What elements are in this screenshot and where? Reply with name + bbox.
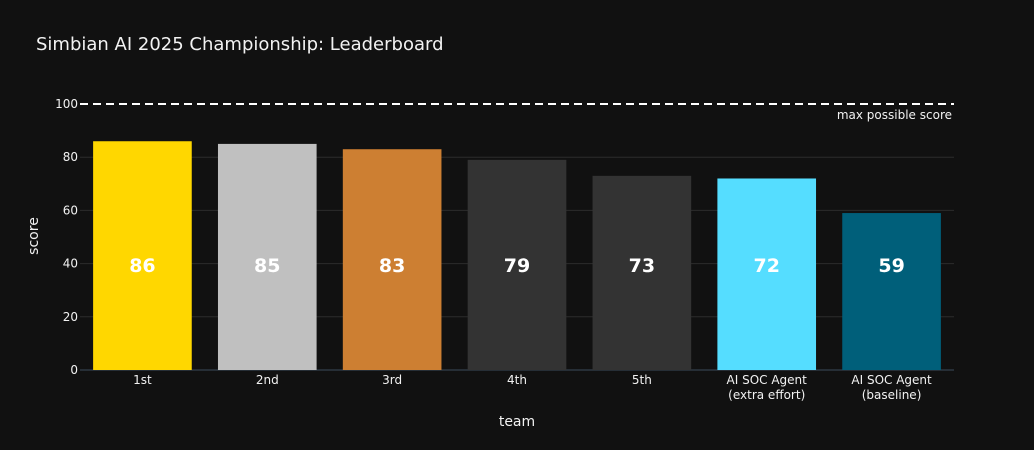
x-tick-label: 1st [133, 373, 152, 387]
y-tick-label: 80 [63, 150, 78, 164]
bar-value-label: 73 [629, 255, 655, 277]
bar [717, 178, 817, 370]
x-tick-label: AI SOC Agent [727, 373, 808, 387]
x-tick-label: 2nd [256, 373, 279, 387]
x-tick-label: 5th [632, 373, 652, 387]
x-tick-label: (extra effort) [728, 388, 805, 402]
y-tick-label: 100 [55, 97, 78, 111]
x-tick-label: AI SOC Agent [851, 373, 932, 387]
bar-value-label: 59 [878, 255, 904, 277]
x-tick-label: 4th [507, 373, 527, 387]
bar [217, 143, 317, 370]
y-tick-label: 20 [63, 310, 78, 324]
bar-value-label: 85 [254, 255, 280, 277]
bar-value-label: 86 [129, 255, 155, 277]
x-axis-title: team [499, 414, 535, 430]
bar-value-label: 79 [504, 255, 530, 277]
bar-value-label: 83 [379, 255, 405, 277]
x-axis-ticks: 1st 2nd 3rd 4th 5th AI SOC Agent(extra effort… [133, 373, 932, 402]
y-tick-label: 60 [63, 203, 78, 217]
max-score-annotation: max possible score [837, 108, 952, 122]
bar-value-labels: 86 85 83 79 73 72 59 [129, 255, 905, 277]
bar [592, 175, 692, 370]
y-tick-label: 40 [63, 257, 78, 271]
bar [842, 213, 941, 370]
bar [93, 141, 192, 370]
y-tick-label: 0 [70, 363, 78, 377]
y-axis-title: score [26, 217, 42, 255]
chart-title: Simbian AI 2025 Championship: Leaderboar… [36, 34, 444, 55]
max-score-line: max possible score [80, 103, 954, 122]
bar [342, 149, 442, 370]
x-tick-label: (baseline) [862, 388, 922, 402]
bar [467, 159, 567, 370]
y-axis-ticks: 0 20 40 60 80 100 [55, 97, 78, 377]
x-tick-label: 3rd [382, 373, 402, 387]
bars [93, 141, 941, 370]
bar-value-label: 72 [753, 255, 779, 277]
